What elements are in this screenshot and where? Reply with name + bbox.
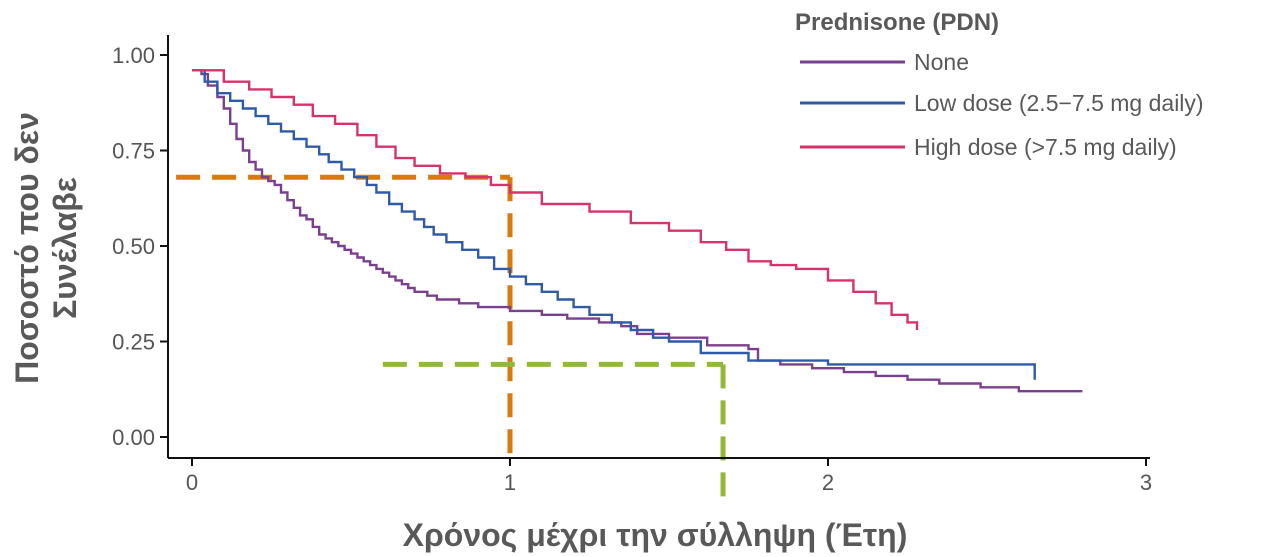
x-tick-label: 1 (504, 470, 516, 495)
series-line-high-dose-7-5-mg-daily (192, 69, 919, 330)
y-tick-label: 1.00 (112, 43, 155, 68)
y-tick-label: 0.00 (112, 425, 155, 450)
legend-label-none: None (914, 49, 969, 75)
legend: Prednisone (PDN) None Low dose (2.5−7.5 … (795, 9, 1204, 160)
x-tick-label: 3 (1140, 470, 1152, 495)
x-tick-label: 2 (822, 470, 834, 495)
reference-lines (176, 174, 726, 506)
series-line-none (192, 69, 1083, 393)
y-tick-label: 0.75 (112, 139, 155, 164)
x-axis-title: Χρόνος μέχρι την σύλληψη (Έτη) (403, 517, 908, 553)
y-axis-title-line-2: Συνέλαβε (47, 177, 83, 319)
legend-label-low-dose: Low dose (2.5−7.5 mg daily) (914, 90, 1204, 116)
y-ticks: 0.00 0.25 0.50 0.75 1.00 (112, 43, 168, 450)
x-ticks: 0 1 2 3 (186, 458, 1152, 495)
y-tick-label: 0.25 (112, 330, 155, 355)
x-tick-label: 0 (186, 470, 198, 495)
legend-label-high-dose: High dose (>7.5 mg daily) (914, 134, 1177, 160)
legend-title: Prednisone (PDN) (795, 9, 999, 36)
y-axis-title-line-1: Ποσοστό που δεν (9, 112, 45, 384)
series-lines (192, 69, 1083, 393)
y-tick-label: 0.50 (112, 234, 155, 259)
series-line-low-dose-2-5-7-5-mg-daily (192, 69, 1036, 380)
y-axis-title: Ποσοστό που δεν Συνέλαβε (9, 112, 83, 384)
